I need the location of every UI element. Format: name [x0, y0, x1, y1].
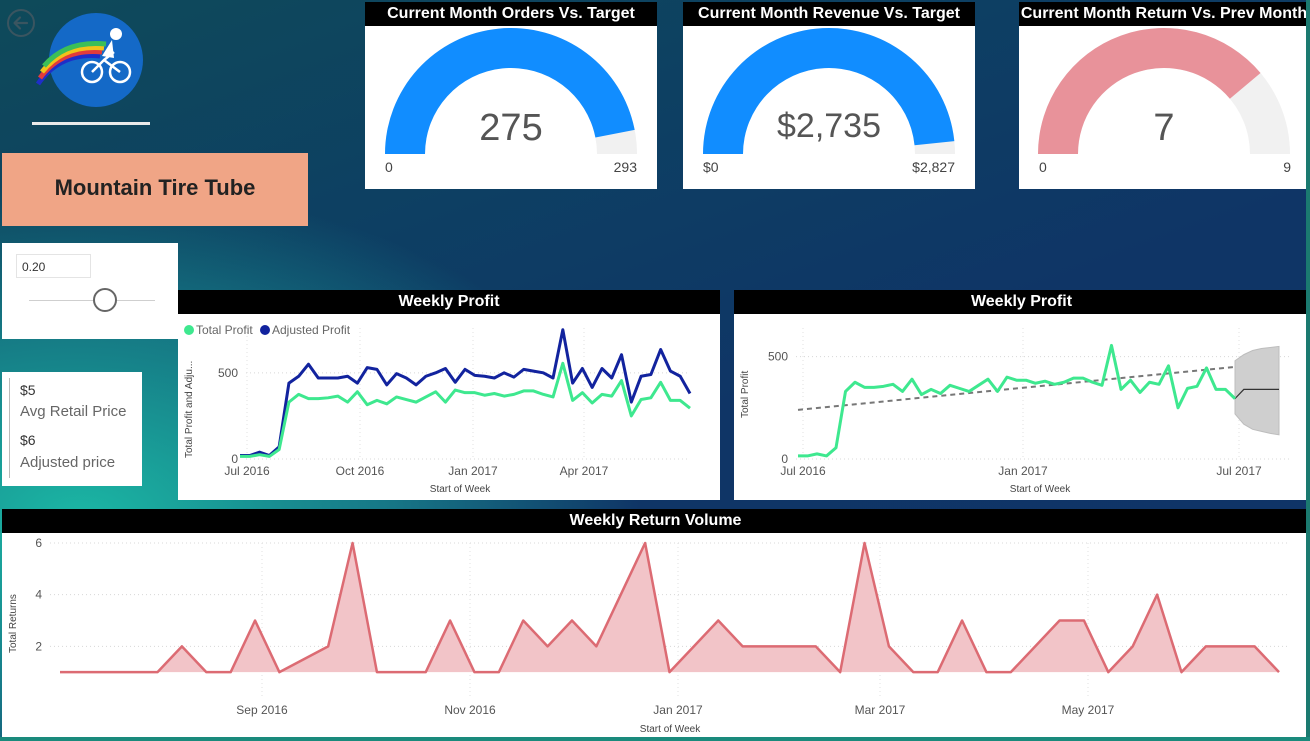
legend-total-profit-icon: [184, 325, 194, 335]
y-tick-label: 500: [768, 350, 788, 364]
legend-adjusted-profit-icon: [260, 325, 270, 335]
y-tick-label: 6: [35, 536, 42, 550]
slider-thumb[interactable]: [92, 288, 117, 312]
total-profit-line: [798, 343, 1237, 458]
x-axis-label: Start of Week: [1010, 484, 1071, 495]
right-edge: [1306, 0, 1310, 741]
returns-gauge-title: Current Month Return Vs. Prev Month: [1019, 2, 1309, 26]
revenue-gauge-title: Current Month Revenue Vs. Target: [683, 2, 975, 26]
orders-gauge-value: 275: [479, 107, 543, 149]
gauge-value-arc: [385, 27, 635, 155]
returns-gauge-min: 0: [1039, 159, 1047, 175]
returns-line: [60, 541, 1280, 674]
revenue-gauge-max: $2,827: [912, 159, 955, 175]
x-tick-label: Jul 2016: [780, 464, 826, 478]
legend-total-profit: Total Profit: [196, 323, 253, 337]
returns-area: [60, 543, 1279, 673]
x-tick-label: Apr 2017: [560, 464, 609, 478]
card-divider: [9, 378, 10, 478]
product-title: Mountain Tire Tube: [54, 175, 256, 200]
adjusted-price-value: $6: [20, 432, 36, 448]
gauge-value-arc: [1038, 27, 1261, 154]
weekly-profit-forecast-panel: Weekly Profit Total Profit Start of Week…: [734, 290, 1309, 500]
returns-gauge-max: 9: [1283, 159, 1291, 175]
returns-gauge-panel: Current Month Return Vs. Prev Month 7 0 …: [1019, 2, 1309, 189]
revenue-gauge-min: $0: [703, 159, 719, 175]
slider-value-input[interactable]: 0.20: [16, 254, 91, 278]
back-arrow-icon[interactable]: [6, 8, 36, 38]
avg-retail-label: Avg Retail Price: [20, 403, 127, 420]
weekly-profit-chart: Total Profit Adjusted Profit Total Profi…: [184, 323, 692, 495]
revenue-gauge-value: $2,735: [777, 107, 881, 145]
x-axis-label: Start of Week: [640, 724, 701, 735]
y-axis-label: Total Returns: [8, 594, 19, 653]
x-tick-label: Jul 2016: [224, 464, 270, 478]
y-tick-label: 4: [35, 588, 42, 602]
x-tick-label: Jan 2017: [998, 464, 1048, 478]
returns-gauge-value: 7: [1153, 107, 1175, 149]
trend-line: [797, 365, 1236, 411]
cyclist-logo-icon: [32, 13, 150, 125]
bottom-edge: [0, 737, 1310, 741]
y-tick-label: 500: [218, 366, 238, 380]
x-tick-label: May 2017: [1062, 703, 1115, 717]
forecast-line: [1234, 388, 1279, 400]
total-profit-line: [240, 361, 691, 458]
y-axis-label: Total Profit: [740, 371, 751, 418]
x-tick-label: Jan 2017: [653, 703, 703, 717]
x-tick-label: Nov 2016: [444, 703, 496, 717]
x-tick-label: Sep 2016: [236, 703, 288, 717]
orders-gauge-title: Current Month Orders Vs. Target: [365, 2, 657, 26]
orders-gauge-panel: Current Month Orders Vs. Target 275 0 29…: [365, 2, 657, 189]
adjustment-slider-panel: 0.20: [2, 243, 178, 339]
price-cards: $5 Avg Retail Price $6 Adjusted price: [2, 372, 142, 486]
orders-gauge-max: 293: [613, 159, 637, 175]
adjusted-price-label: Adjusted price: [20, 454, 116, 471]
x-tick-label: Oct 2016: [336, 464, 385, 478]
weekly-returns-panel: Weekly Return Volume Total Returns Start…: [2, 509, 1309, 737]
slider-track[interactable]: [29, 300, 155, 301]
weekly-profit-title: Weekly Profit: [178, 290, 720, 314]
weekly-returns-chart: Total Returns Start of Week 2 4 6 Sep 2016 N…: [8, 536, 1287, 735]
orders-gauge-min: 0: [385, 159, 393, 175]
legend-adjusted-profit: Adjusted Profit: [272, 323, 351, 337]
x-tick-label: Mar 2017: [855, 703, 906, 717]
y-tick-label: 2: [35, 639, 42, 653]
adjusted-profit-line: [240, 328, 692, 458]
weekly-returns-title: Weekly Return Volume: [2, 509, 1309, 533]
weekly-profit-forecast-title: Weekly Profit: [734, 290, 1309, 314]
product-title-box: Mountain Tire Tube: [2, 153, 308, 226]
forecast-confidence-band: [1234, 345, 1280, 436]
x-tick-label: Jul 2017: [1216, 464, 1262, 478]
gauge-value-arc: [703, 27, 955, 154]
orders-gauge-chart: [385, 27, 637, 155]
y-axis-label: Total Profit and Adju...: [184, 361, 195, 458]
y-tick-label: 0: [781, 452, 788, 466]
y-tick-label: 0: [231, 452, 238, 466]
avg-retail-value: $5: [20, 382, 36, 398]
x-tick-label: Jan 2017: [448, 464, 498, 478]
revenue-gauge-panel: Current Month Revenue Vs. Target $2,735 …: [683, 2, 975, 189]
returns-gauge-chart: [1038, 27, 1290, 154]
x-axis-label: Start of Week: [430, 484, 491, 495]
revenue-gauge-chart: [703, 27, 955, 154]
weekly-profit-panel: Weekly Profit Total Profit Adjusted Prof…: [178, 290, 720, 500]
weekly-profit-forecast-chart: Total Profit Start of Week 0 500 Jul 2016 J…: [740, 328, 1289, 495]
